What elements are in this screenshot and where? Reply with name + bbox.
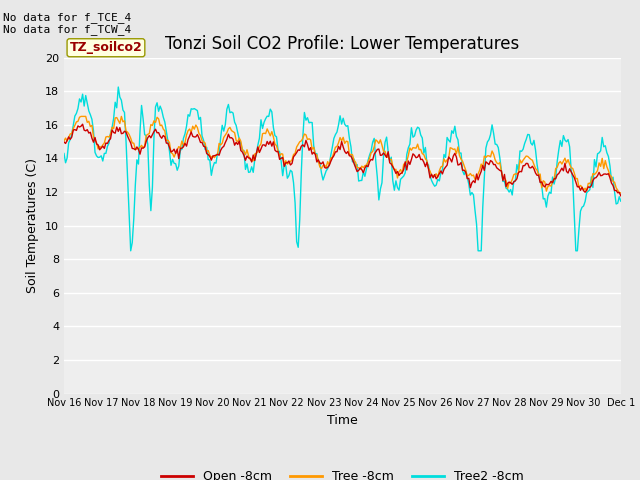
Tree -8cm <box>588 178 595 184</box>
Tree -8cm <box>77 114 85 120</box>
Tree2 -8cm <box>60 151 68 156</box>
Open -8cm <box>588 183 595 189</box>
Tree2 -8cm <box>131 182 139 188</box>
Line: Tree2 -8cm: Tree2 -8cm <box>64 87 621 251</box>
Tree2 -8cm <box>115 84 122 90</box>
Text: No data for f_TCE_4
No data for f_TCW_4: No data for f_TCE_4 No data for f_TCW_4 <box>3 12 131 36</box>
Tree2 -8cm <box>257 117 265 123</box>
Tree2 -8cm <box>248 164 255 169</box>
Line: Tree -8cm: Tree -8cm <box>64 117 621 193</box>
Tree -8cm <box>255 144 263 149</box>
Open -8cm <box>246 155 254 161</box>
Tree2 -8cm <box>617 198 625 204</box>
Legend: Open -8cm, Tree -8cm, Tree2 -8cm: Open -8cm, Tree -8cm, Tree2 -8cm <box>156 465 529 480</box>
Tree -8cm <box>228 128 236 133</box>
Open -8cm <box>228 135 236 141</box>
X-axis label: Time: Time <box>327 414 358 427</box>
Line: Open -8cm: Open -8cm <box>64 124 621 196</box>
Y-axis label: Soil Temperatures (C): Soil Temperatures (C) <box>26 158 40 293</box>
Tree2 -8cm <box>127 248 134 253</box>
Tree2 -8cm <box>307 120 314 125</box>
Tree -8cm <box>246 156 254 162</box>
Open -8cm <box>305 147 313 153</box>
Title: Tonzi Soil CO2 Profile: Lower Temperatures: Tonzi Soil CO2 Profile: Lower Temperatur… <box>165 35 520 53</box>
Open -8cm <box>617 193 625 199</box>
Open -8cm <box>60 139 68 145</box>
Open -8cm <box>255 150 263 156</box>
Tree -8cm <box>130 140 138 146</box>
Tree -8cm <box>616 190 623 196</box>
Open -8cm <box>79 121 86 127</box>
Open -8cm <box>130 146 138 152</box>
Tree -8cm <box>617 190 625 196</box>
Text: TZ_soilco2: TZ_soilco2 <box>70 41 142 54</box>
Tree2 -8cm <box>229 110 237 116</box>
Tree2 -8cm <box>589 184 596 190</box>
Tree -8cm <box>305 136 313 142</box>
Tree -8cm <box>60 138 68 144</box>
